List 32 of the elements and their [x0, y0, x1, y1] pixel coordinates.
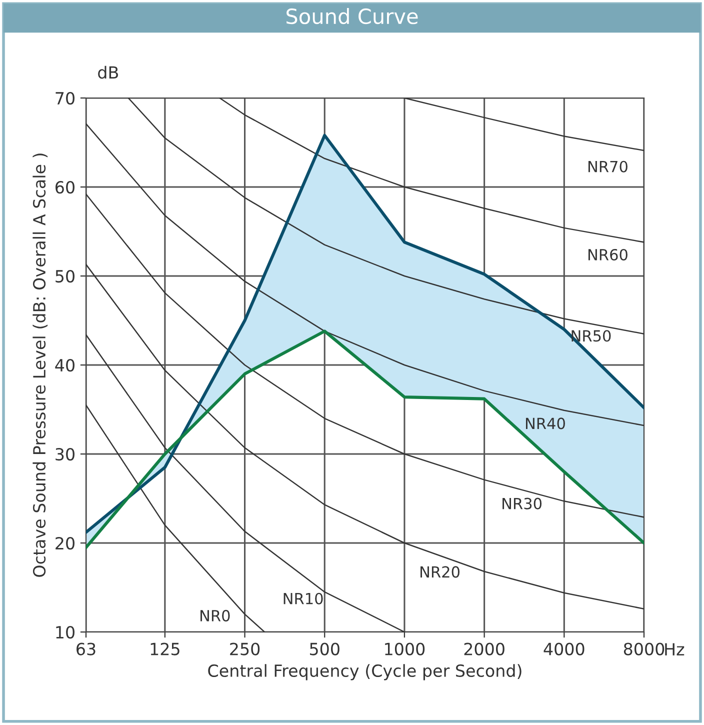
series-label: NR10	[284, 592, 323, 604]
line-series	[404, 98, 644, 152]
x-tick-label: 2000	[464, 642, 504, 656]
text: Hz	[665, 643, 684, 656]
line-series	[86, 264, 644, 610]
y-axis-title: Octave Sound Pressure Level (dB: Overall A Scale )	[32, 154, 48, 577]
series-label: NR20	[420, 566, 460, 578]
x-tick-label: 8000	[624, 642, 664, 656]
text: dB	[98, 66, 118, 79]
x-tick-label: 63	[76, 642, 96, 656]
y-tick-label: 10	[56, 626, 74, 639]
x-tick-label: 4000	[544, 642, 584, 656]
y-tick-label: 40	[55, 358, 74, 372]
y-tick-label: 50	[56, 270, 74, 283]
y-tick-label: 60	[56, 180, 74, 194]
series-label: NR50	[572, 330, 611, 342]
series-label: NR70	[588, 160, 628, 172]
x-axis-title: Central Frequency (Cycle per Second)	[208, 664, 522, 680]
chart-title: Sound Curve	[286, 8, 418, 24]
series-label: NR60	[588, 248, 628, 260]
line-series	[86, 193, 644, 518]
x-tick-label: 250	[230, 642, 260, 656]
series-label: NR0	[200, 610, 230, 622]
x-tick-label: 1000	[385, 642, 425, 656]
x-tick-label: 500	[310, 642, 340, 656]
series-label: NR40	[526, 418, 565, 430]
x-tick-label: 125	[150, 642, 180, 656]
y-tick-label: 30	[56, 448, 74, 461]
y-tick-label: 70	[56, 92, 74, 105]
series-label: NR30	[502, 498, 542, 510]
y-tick-label: 20	[56, 536, 74, 550]
line-series	[86, 330, 644, 549]
